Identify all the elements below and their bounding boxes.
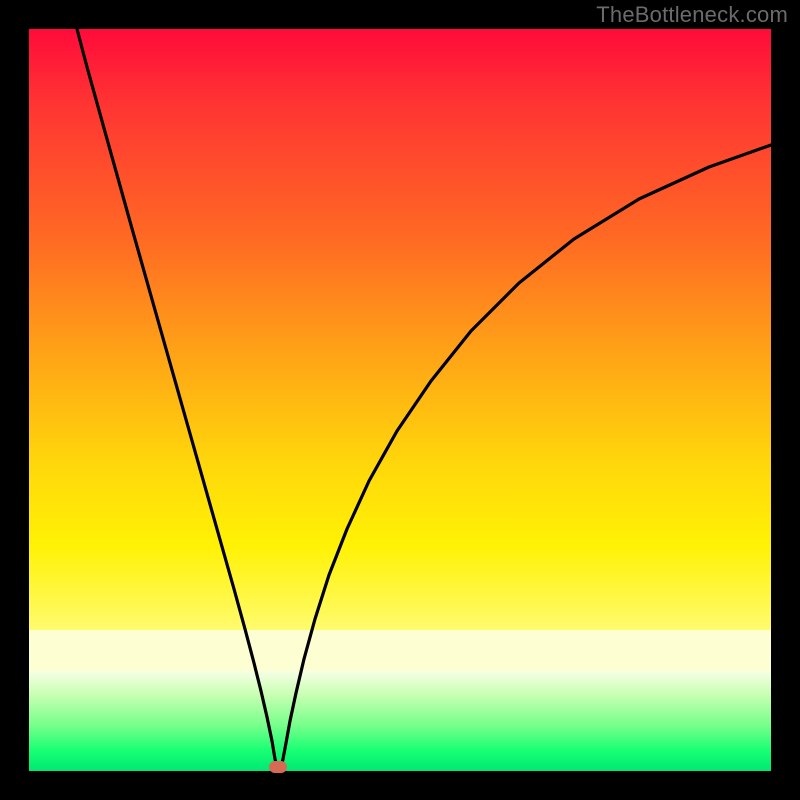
bottleneck-curve [29, 29, 771, 771]
chart-plot-area [29, 29, 771, 771]
optimal-point-marker [269, 761, 287, 773]
watermark-text: TheBottleneck.com [596, 2, 788, 28]
